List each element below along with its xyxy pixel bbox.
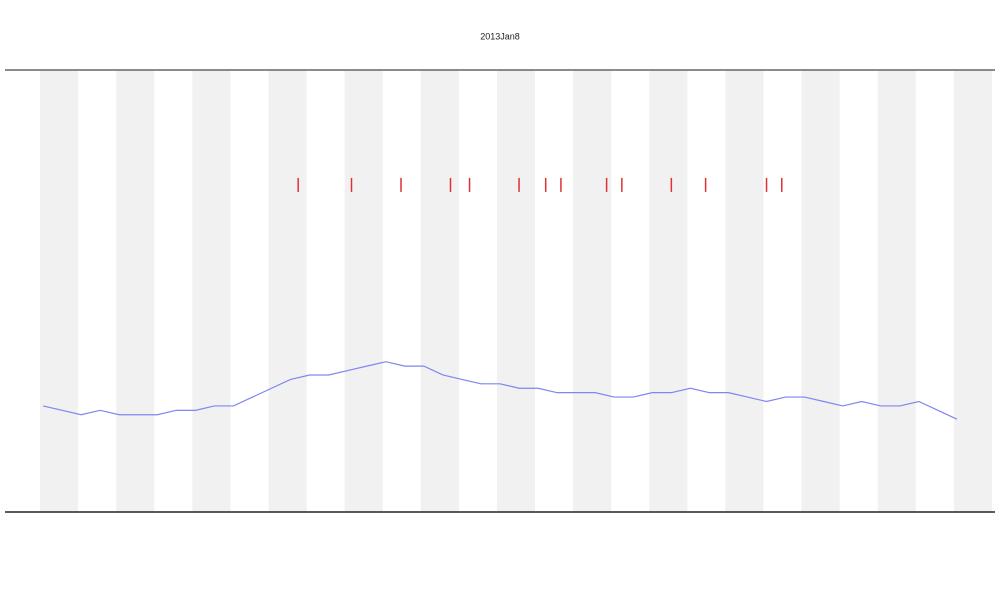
day-band — [725, 70, 764, 512]
day-band — [420, 70, 459, 512]
day-band — [649, 70, 688, 512]
data-line — [42, 361, 958, 420]
day-band — [40, 70, 79, 512]
day-band — [801, 70, 840, 512]
day-band — [344, 70, 383, 512]
day-band — [116, 70, 155, 512]
day-band — [192, 70, 231, 512]
day-band — [268, 70, 307, 512]
day-band — [496, 70, 536, 512]
chart-title: 2013Jan8 — [480, 31, 520, 41]
day-band — [953, 70, 992, 512]
day-band — [877, 70, 916, 512]
day-band — [573, 70, 612, 512]
